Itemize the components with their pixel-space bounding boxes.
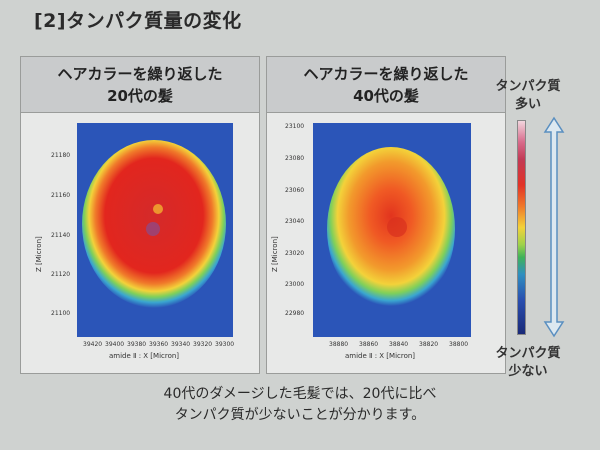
y-tick: 23040 <box>285 218 305 225</box>
heatmap-40s <box>313 123 471 337</box>
x-tick: 38840 <box>389 341 409 348</box>
panel-title-line2: 20代の髪 <box>107 86 173 105</box>
x-tick: 39400 <box>105 341 125 348</box>
x-tick: 39300 <box>215 341 235 348</box>
y-tick: 21160 <box>51 192 71 199</box>
legend-high-line1: タンパク質 <box>495 79 561 94</box>
heatmap-spot <box>146 222 160 236</box>
panel-title-20s: ヘアカラーを繰り返した 20代の髪 <box>21 57 259 113</box>
y-tick: 23000 <box>285 281 305 288</box>
y-tick: 21180 <box>51 152 71 159</box>
y-axis-label: Z [Micron] <box>271 236 279 272</box>
legend-low-label: タンパク質 少ない <box>488 345 568 381</box>
caption: 40代のダメージした毛髪では、20代に比べ タンパク質が少ないことが分かります。 <box>0 384 600 426</box>
page-heading: [2]タンパク質量の変化 <box>34 10 242 32</box>
double-arrow-icon <box>543 116 565 338</box>
heatmap-hotspot <box>387 217 407 237</box>
y-axis-label: Z [Micron] <box>35 236 43 272</box>
caption-line2: タンパク質が少ないことが分かります。 <box>174 407 426 423</box>
y-tick: 22980 <box>285 310 305 317</box>
x-axis-label: amide Ⅱ : X [Micron] <box>345 352 416 360</box>
x-tick: 39340 <box>171 341 191 348</box>
x-axis-label: amide Ⅱ : X [Micron] <box>109 352 180 360</box>
legend-high-line2: 多い <box>514 97 541 112</box>
x-tick: 38820 <box>419 341 439 348</box>
panel-40s: ヘアカラーを繰り返した 40代の髪 23100 23080 23060 2304… <box>266 56 506 374</box>
y-tick: 21140 <box>51 232 71 239</box>
x-tick: 38860 <box>359 341 379 348</box>
x-tick: 39360 <box>149 341 169 348</box>
color-scale-bar <box>517 120 526 335</box>
y-tick: 23020 <box>285 250 305 257</box>
x-tick: 38880 <box>329 341 349 348</box>
x-tick: 38800 <box>449 341 469 348</box>
heatmap-20s <box>77 123 233 337</box>
legend-high-label: タンパク質 多い <box>488 78 568 114</box>
heatmap-hotspot <box>153 204 163 214</box>
y-tick: 21100 <box>51 310 71 317</box>
y-tick: 21120 <box>51 271 71 278</box>
legend-low-line1: タンパク質 <box>495 346 561 361</box>
panel-title-40s: ヘアカラーを繰り返した 40代の髪 <box>267 57 505 113</box>
caption-line1: 40代のダメージした毛髪では、20代に比べ <box>163 386 437 402</box>
y-tick: 23080 <box>285 155 305 162</box>
panel-20s: ヘアカラーを繰り返した 20代の髪 21180 21160 21140 2112… <box>20 56 260 374</box>
legend-low-line2: 少ない <box>508 364 548 379</box>
y-tick: 23060 <box>285 187 305 194</box>
panel-title-line2: 40代の髪 <box>353 86 419 105</box>
x-tick: 39380 <box>127 341 147 348</box>
heatmap-blob <box>82 140 226 308</box>
panel-title-line1: ヘアカラーを繰り返した <box>303 64 469 83</box>
x-tick: 39420 <box>83 341 103 348</box>
panel-title-line1: ヘアカラーを繰り返した <box>57 64 223 83</box>
x-tick: 39320 <box>193 341 213 348</box>
y-tick: 23100 <box>285 123 305 130</box>
